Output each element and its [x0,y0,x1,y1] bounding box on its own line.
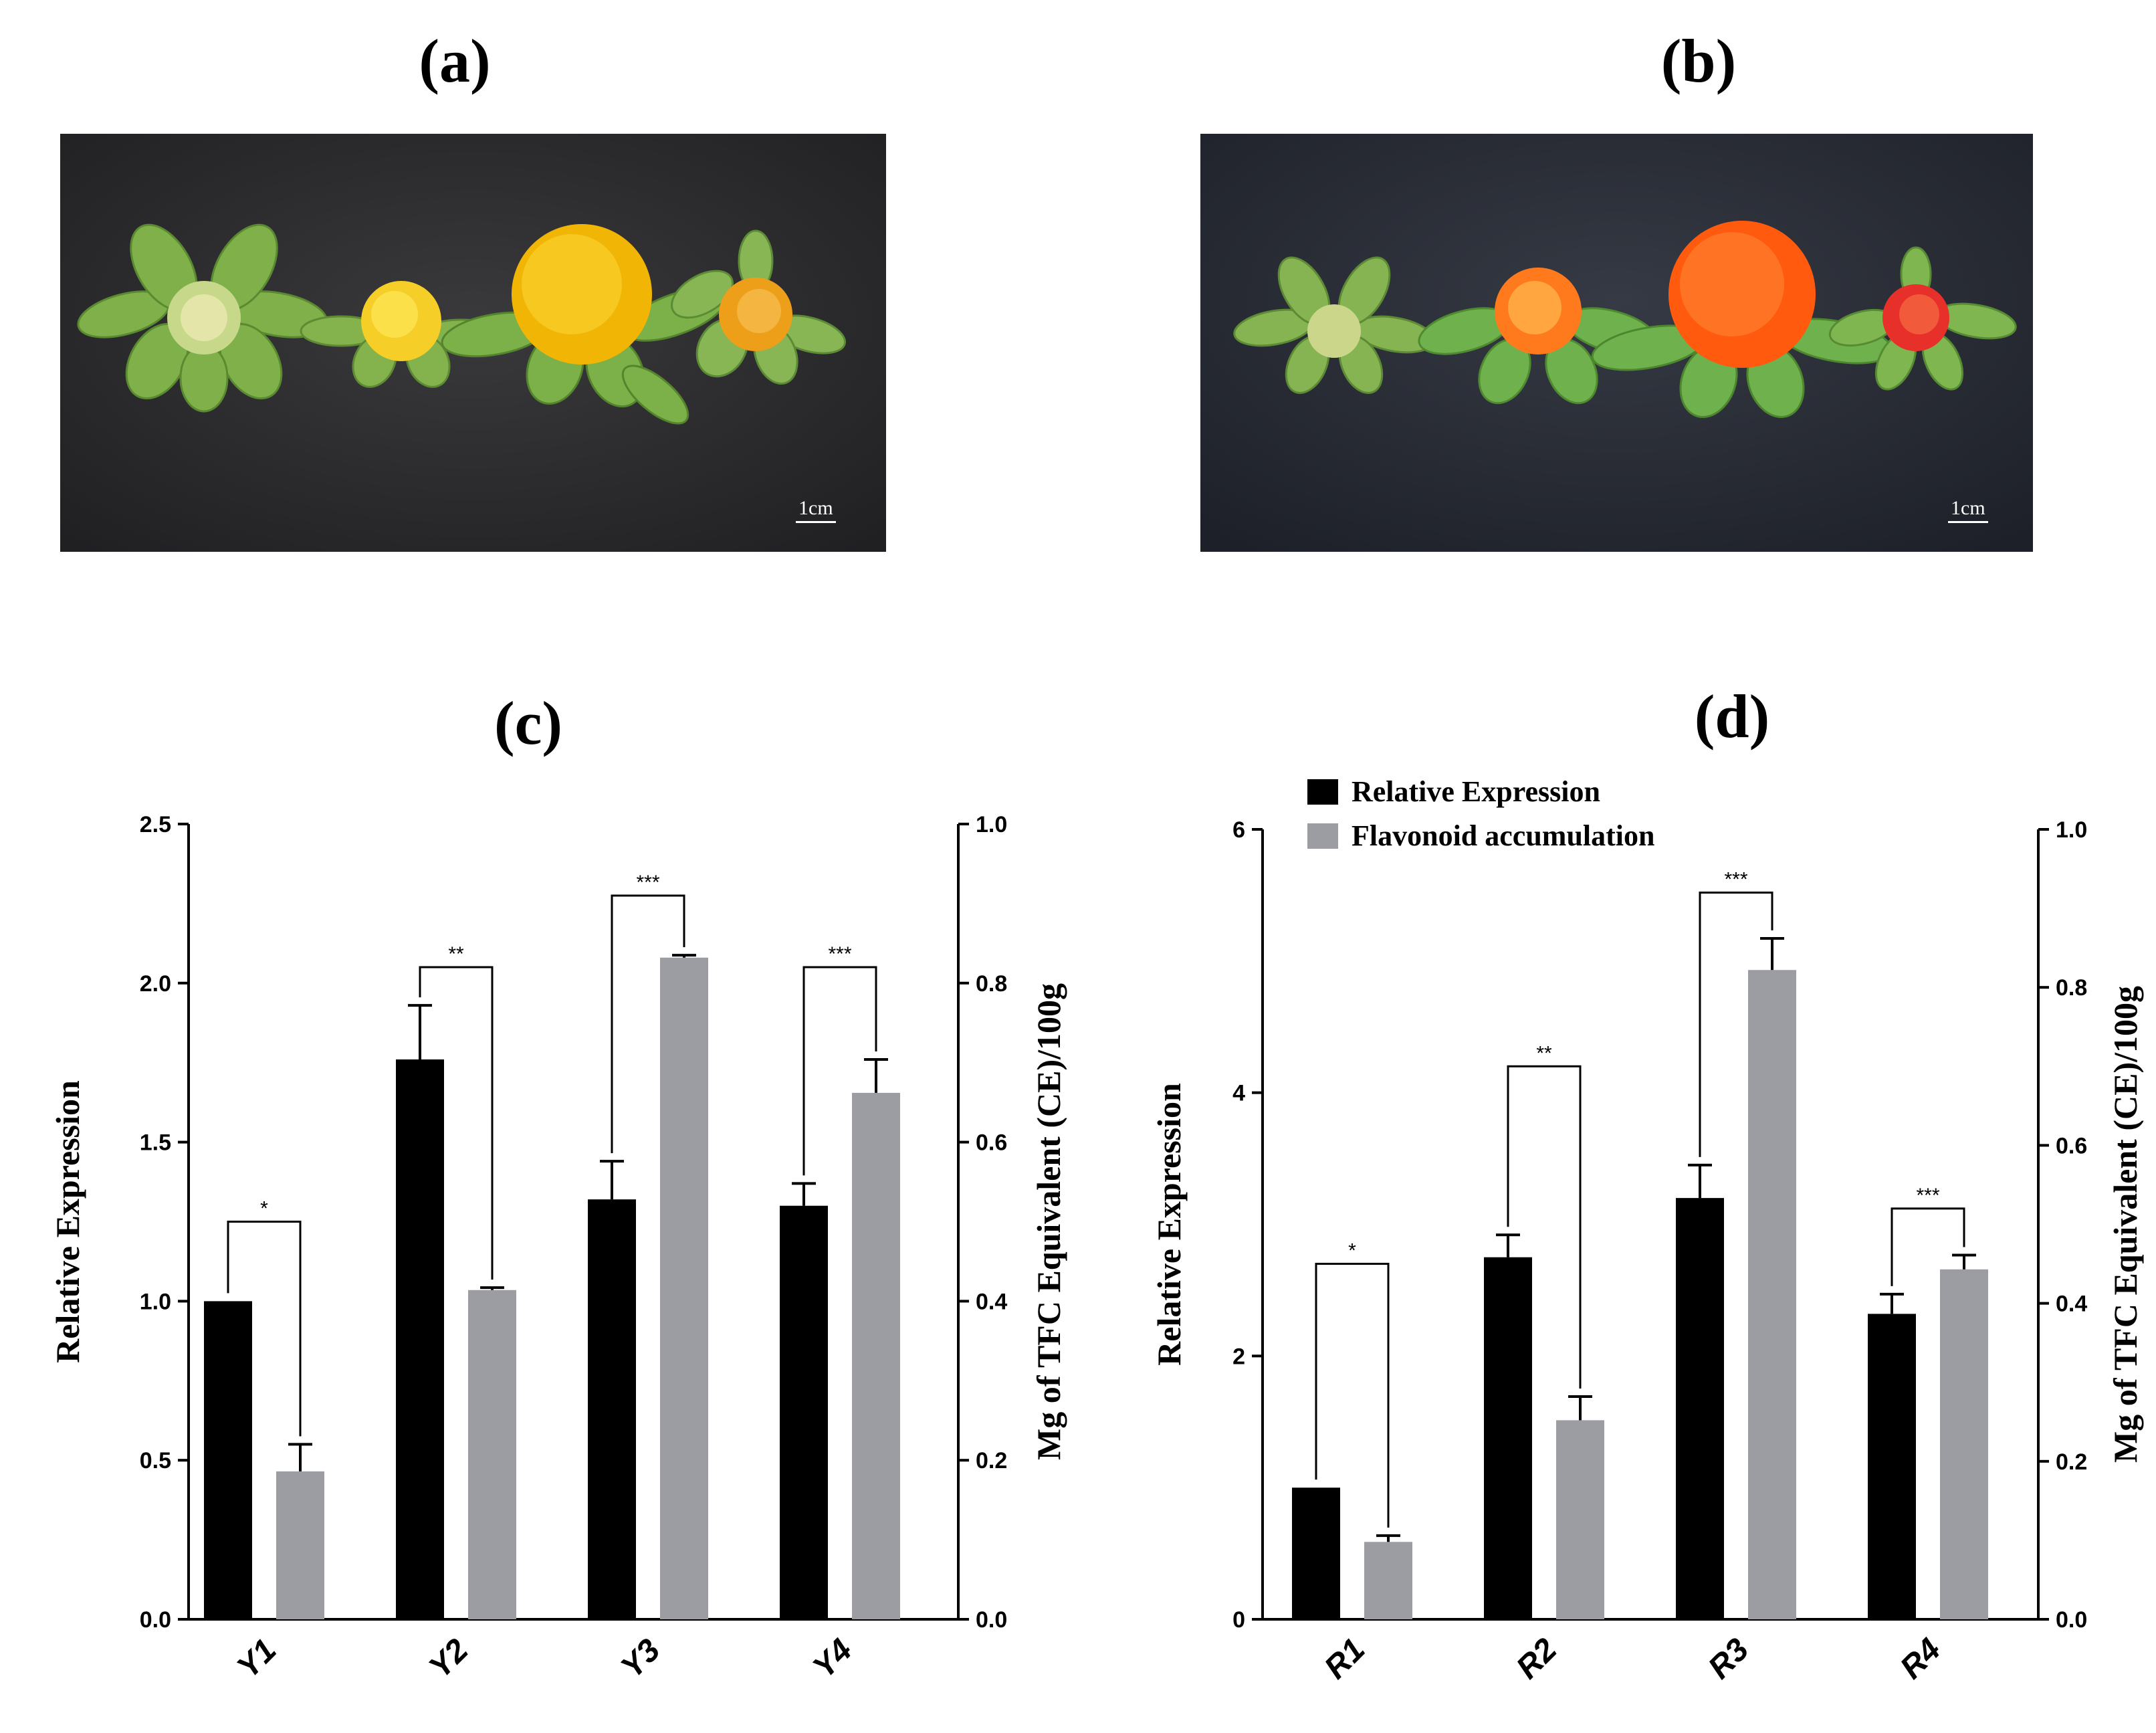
legend-swatch-black [1307,779,1338,805]
flower-red [1828,246,2017,391]
bar-relative-expression-Y3 [588,1199,636,1619]
flower-yellow-orange [670,229,847,385]
x-tick-label-R4: R4 [1894,1632,1948,1686]
significance-label-R3: *** [1724,868,1747,890]
significance-bracket-Y1 [227,1221,302,1437]
bar-relative-expression-Y1 [204,1301,252,1619]
y-axis-title-left-c: Relative Expression [49,1080,86,1363]
significance-label-R4: *** [1916,1185,1939,1207]
significance-bracket-Y3 [611,894,685,1154]
legend-swatch-gray [1307,823,1338,849]
flower-large-yellow [441,224,728,425]
panel-label-a: (a) [419,27,491,95]
y-tick-label-left-c: 1.0 [140,1289,171,1314]
x-tick-label-Y2: Y2 [423,1632,475,1685]
bar-relative-expression-Y4 [780,1205,828,1619]
x-tick-label-R2: R2 [1510,1631,1564,1686]
scale-bar-a: 1cm [796,497,836,523]
y-tick-label-right-c: 0.6 [976,1130,1007,1156]
y-tick-label-right-c: 1.0 [976,812,1007,837]
y-tick-label-left-c: 2.0 [140,971,171,997]
legend-relative-expression: Relative Expression [1307,775,1600,809]
x-tick-label-Y4: Y4 [806,1633,859,1686]
bar-relative-expression-R4 [1868,1314,1916,1619]
bar-flavonoid-R3 [1748,970,1796,1619]
y-tick-label-left-c: 0.0 [140,1607,171,1633]
bar-flavonoid-Y2 [468,1290,516,1619]
y-tick-label-left-c: 0.5 [140,1448,171,1473]
significance-bracket-R1 [1315,1263,1390,1528]
significance-label-R1: * [1348,1240,1356,1262]
panel-label-c: (c) [494,689,563,757]
significance-label-Y4: *** [828,943,851,965]
significance-bracket-Y4 [802,966,877,1176]
x-tick-label-R1: R1 [1318,1632,1372,1686]
flower-bud-green [77,223,328,413]
photo-yellow-safflower: 1cm [60,134,886,552]
y-tick-label-right-c: 0.4 [976,1289,1007,1314]
y-axis-title-left-d: Relative Expression [1150,1083,1188,1366]
significance-label-Y2: ** [448,943,464,965]
y-tick-label-right-d: 0.8 [2056,975,2087,1001]
significance-label-Y3: *** [636,872,659,894]
y-tick-label-left-d: 6 [1232,817,1245,843]
y-tick-label-right-d: 0.2 [2056,1449,2087,1475]
x-tick-label-Y3: Y3 [615,1632,667,1685]
significance-label-Y1: * [260,1198,268,1220]
bar-relative-expression-R1 [1292,1488,1340,1619]
flower-orange-red [1418,268,1658,405]
legend-label-relative-expression: Relative Expression [1352,775,1600,808]
significance-bracket-R2 [1507,1065,1582,1389]
y-tick-label-right-d: 0.6 [2056,1133,2087,1158]
x-tick-label-R3: R3 [1702,1631,1756,1686]
bar-relative-expression-Y2 [396,1059,444,1619]
significance-bracket-R4 [1891,1207,1965,1286]
bar-flavonoid-Y1 [276,1471,324,1619]
y-tick-label-left-d: 2 [1232,1344,1245,1369]
significance-bracket-R3 [1699,891,1773,1157]
y-tick-label-right-c: 0.0 [976,1607,1007,1633]
bar-relative-expression-R2 [1484,1257,1532,1619]
bar-flavonoid-R4 [1940,1269,1988,1619]
y-axis-title-right-c: Mg of TFC Equivalent (CE)/100g [1030,983,1067,1460]
photo-red-safflower: 1cm [1200,134,2033,552]
legend-flavonoid-accumulation: Flavonoid accumulation [1307,819,1655,853]
legend-label-flavonoid-accumulation: Flavonoid accumulation [1352,819,1655,852]
y-tick-label-right-c: 0.8 [976,971,1007,997]
y-tick-label-left-c: 1.5 [140,1130,171,1156]
y-axis-title-right-d: Mg of TFC Equivalent (CE)/100g [2107,986,2144,1463]
panel-label-d: (d) [1694,682,1770,750]
flower-large-orange [1591,221,1893,418]
significance-bracket-Y2 [419,966,494,1280]
scale-bar-b: 1cm [1948,497,1988,523]
bar-relative-expression-R3 [1676,1198,1724,1619]
bar-flavonoid-Y4 [852,1092,900,1619]
y-tick-label-left-d: 0 [1232,1607,1245,1633]
y-tick-label-right-d: 1.0 [2056,817,2087,843]
flower-small-yellow [300,281,503,388]
bar-flavonoid-R1 [1364,1542,1412,1619]
x-tick-label-Y1: Y1 [231,1633,284,1686]
flower-bud-green-b [1233,256,1435,394]
y-tick-label-left-c: 2.5 [140,812,171,837]
y-tick-label-right-c: 0.2 [976,1448,1007,1473]
bar-flavonoid-R2 [1556,1420,1604,1619]
panel-label-b: (b) [1660,27,1737,95]
significance-label-R2: ** [1536,1042,1552,1064]
y-tick-label-right-d: 0.0 [2056,1607,2087,1633]
y-tick-label-right-d: 0.4 [2056,1292,2087,1317]
y-tick-label-left-d: 4 [1232,1081,1245,1106]
bar-flavonoid-Y3 [660,957,708,1619]
